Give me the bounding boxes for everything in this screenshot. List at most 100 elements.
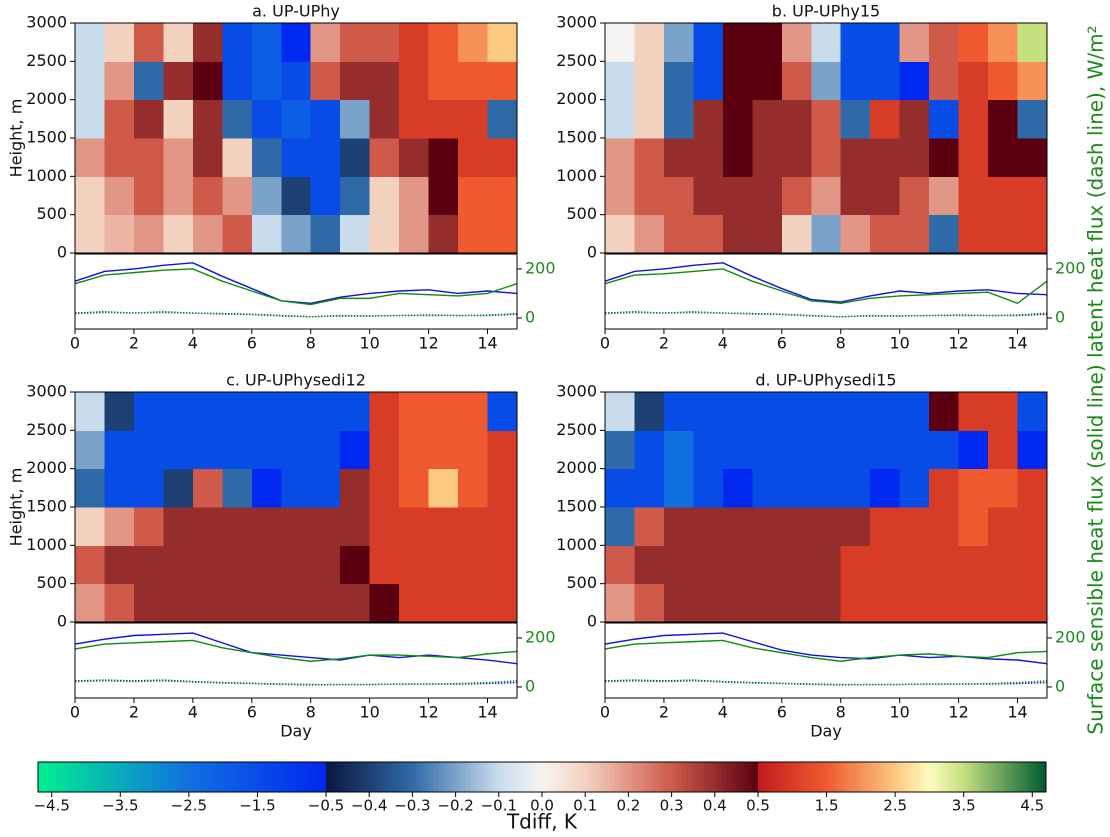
colorbar-tick-label: 0.0 <box>530 797 554 815</box>
heatmap-cell <box>988 61 1019 101</box>
heatmap-cell <box>340 214 371 254</box>
heatmap-cell <box>458 23 489 62</box>
heatmap-cell <box>693 176 724 216</box>
heatmap-cell <box>899 430 930 470</box>
heatmap-cell <box>75 99 105 139</box>
heatmap-cell <box>104 138 135 177</box>
colorbar-swatch <box>465 762 471 792</box>
heatmap-cell <box>634 545 665 585</box>
heatmap-cell <box>899 468 930 508</box>
colorbar-swatch <box>302 762 306 792</box>
colorbar-swatch <box>515 762 520 792</box>
x-tick-label: 2 <box>129 703 139 722</box>
heatmap-cell <box>104 99 135 139</box>
x-tick-label: 6 <box>247 703 257 722</box>
heatmap-cell <box>722 99 753 139</box>
flux-y-tick-label: 0 <box>1055 676 1065 695</box>
colorbar-swatch <box>827 762 831 792</box>
heatmap-cell <box>663 61 694 101</box>
heatmap-cell <box>722 468 753 508</box>
colorbar-swatch <box>89 762 93 792</box>
colorbar-swatch <box>708 762 714 792</box>
x-tick-label: 4 <box>188 334 198 353</box>
colorbar-swatch <box>143 762 147 792</box>
heatmap-cell <box>811 138 842 177</box>
heatmap-cell <box>192 99 223 139</box>
heatmap-cell <box>958 507 989 546</box>
x-tick-label: 10 <box>889 334 909 353</box>
colorbar-swatch <box>260 762 264 792</box>
heatmap-cell <box>251 214 282 254</box>
heatmap-cell <box>605 545 635 585</box>
colorbar-swatch <box>59 762 63 792</box>
heatmap-cell <box>192 430 223 470</box>
heatmap-cell <box>958 392 989 431</box>
colorbar-swatch <box>791 762 795 792</box>
flux-frame <box>74 622 518 699</box>
flux-line <box>74 262 518 304</box>
colorbar-swatch <box>119 762 123 792</box>
heatmap-cell <box>458 545 489 585</box>
colorbar-swatch <box>339 762 345 792</box>
colorbar-swatch <box>479 762 484 792</box>
colorbar-swatch <box>113 762 117 792</box>
colorbar-swatch <box>62 762 66 792</box>
heatmap-cell <box>605 214 635 254</box>
colorbar-swatch <box>122 762 126 792</box>
colorbar-swatch <box>555 762 561 792</box>
heatmap-cell <box>163 392 194 431</box>
colorbar-swatch <box>596 762 601 792</box>
colorbar-swatch <box>501 762 507 792</box>
colorbar-swatch <box>434 762 439 792</box>
colorbar-swatch <box>179 762 183 792</box>
colorbar-swatch <box>600 762 606 792</box>
heatmap-cell <box>929 583 960 623</box>
colorbar-swatch <box>191 762 195 792</box>
heatmap-cell <box>988 430 1019 470</box>
colorbar-swatch <box>1016 762 1020 792</box>
colorbar-swatch <box>242 762 246 792</box>
heatmap-cell <box>428 23 459 62</box>
colorbar-swatch <box>296 762 300 792</box>
flux-line <box>604 262 1048 303</box>
heatmap-cell <box>929 138 960 177</box>
heatmap-cell <box>487 214 518 254</box>
colorbar-swatch <box>836 762 840 792</box>
colorbar-swatch <box>86 762 90 792</box>
colorbar-swatch <box>753 762 759 792</box>
colorbar-swatch <box>744 762 750 792</box>
heatmap-cell <box>693 545 724 585</box>
heatmap-cell <box>310 392 341 431</box>
x-tick-label: 10 <box>359 703 379 722</box>
flux-line <box>604 268 1048 305</box>
flux-line <box>74 268 518 306</box>
heatmap-cell <box>133 392 164 431</box>
heatmap-cell <box>634 138 665 177</box>
colorbar-swatch <box>564 762 570 792</box>
colorbar-swatch <box>992 762 996 792</box>
colorbar-swatch <box>998 762 1002 792</box>
heatmap-cell <box>663 138 694 177</box>
colorbar-swatch <box>770 762 774 792</box>
colorbar-swatch <box>995 762 999 792</box>
colorbar-swatch <box>926 762 930 792</box>
colorbar-swatch <box>695 762 700 792</box>
colorbar-swatch <box>1010 762 1014 792</box>
colorbar-swatch <box>116 762 120 792</box>
heatmap-cell <box>251 99 282 139</box>
colorbar-swatch <box>293 762 297 792</box>
colorbar-tick-label: −0.2 <box>437 797 473 815</box>
colorbar-swatch <box>420 762 426 792</box>
colorbar-swatch <box>146 762 150 792</box>
heatmap-cell <box>722 583 753 623</box>
heatmap-cell <box>899 99 930 139</box>
x-axis-label: Day <box>280 722 312 741</box>
heatmap-cell <box>75 468 105 508</box>
heatmap-cell <box>222 507 253 546</box>
heatmap-cell <box>840 468 871 508</box>
heatmap-cell <box>310 507 341 546</box>
colorbar-swatch <box>713 762 718 792</box>
heatmap-cell <box>133 507 164 546</box>
x-axis-label: Day <box>810 722 842 741</box>
colorbar-swatch <box>506 762 511 792</box>
